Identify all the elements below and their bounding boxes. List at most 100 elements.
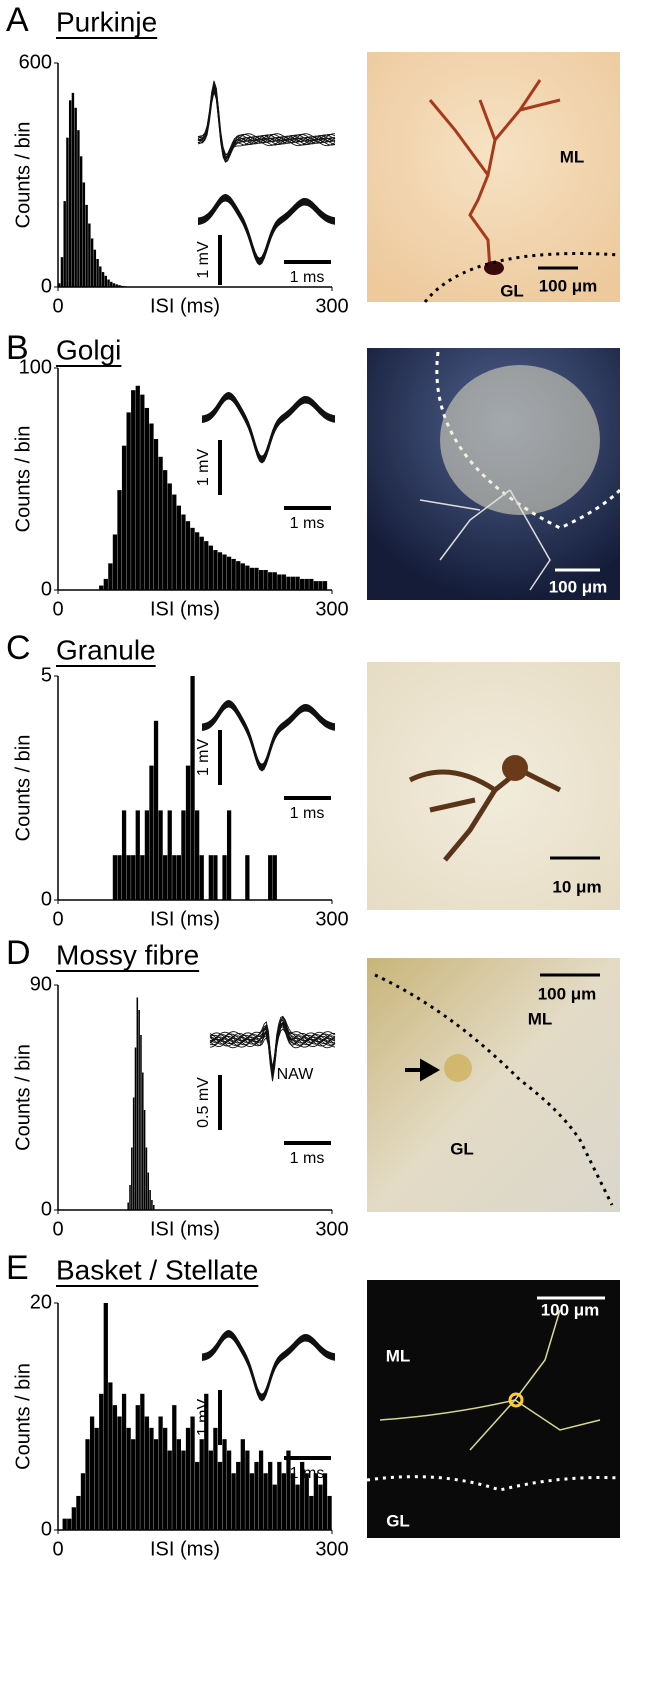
histogram-bar: [195, 1461, 200, 1530]
histogram-bar: [190, 676, 195, 900]
inset-label: 1 ms: [290, 269, 325, 286]
histogram-bar: [121, 445, 127, 590]
histogram-bar: [110, 281, 113, 287]
histogram-bar: [327, 1495, 332, 1530]
x-axis-label: ISI (ms): [150, 1538, 220, 1560]
histogram-bar: [286, 576, 291, 590]
histogram-bar: [295, 1484, 300, 1530]
histogram-bar: [204, 541, 209, 590]
histogram-bar: [272, 572, 277, 590]
histogram-bar: [104, 275, 108, 287]
histogram-bar: [208, 545, 213, 590]
histogram-bar: [112, 534, 118, 590]
histogram-bar: [107, 279, 110, 287]
image-label: 10 μm: [552, 877, 601, 896]
histogram-bar: [208, 1450, 213, 1530]
histogram-bar: [304, 1473, 309, 1530]
waveform: [201, 1334, 336, 1400]
panel: D Mossy fibre 0 90 0 300 ISI (ms) Counts / bin 0…: [6, 934, 620, 1240]
y-axis-label: Counts / bin: [12, 1044, 34, 1151]
histogram-bar: [268, 1461, 273, 1530]
terminal: [444, 1054, 472, 1082]
histogram-bar: [295, 576, 300, 590]
histogram-bar: [63, 201, 66, 287]
histogram-bar: [217, 552, 223, 590]
histogram-bar: [222, 554, 227, 590]
micrograph: [367, 958, 620, 1212]
histogram-bar: [181, 514, 186, 590]
histogram-bar: [236, 1461, 241, 1530]
histogram-bar: [94, 1427, 99, 1530]
panel: E Basket / Stellate 0 20 0 300 ISI (ms) Counts …: [6, 1249, 621, 1560]
waveform: [209, 1024, 336, 1072]
y-tick-label: 600: [19, 51, 52, 73]
panel-letter: A: [6, 1, 29, 39]
histogram-bar: [60, 257, 64, 287]
histogram-bar: [99, 266, 102, 287]
y-axis-label: Counts / bin: [12, 735, 34, 842]
image-label: 100 μm: [539, 276, 598, 295]
y-tick-label: 5: [41, 664, 52, 686]
histogram-bar: [290, 576, 296, 590]
histogram-bar: [158, 1416, 163, 1530]
histogram-bar: [231, 558, 236, 590]
histogram-bar: [322, 1473, 328, 1530]
histogram-bar: [101, 272, 105, 287]
histogram-bar: [140, 394, 145, 590]
image-label: GL: [500, 281, 524, 300]
inset-label: 1 mV: [195, 739, 212, 777]
histogram-bar: [117, 855, 122, 900]
histogram-bar: [226, 1450, 232, 1530]
waveform: [201, 706, 336, 772]
histogram-bar: [80, 1473, 86, 1530]
histogram-bar: [236, 561, 241, 590]
histogram-bar: [145, 1147, 148, 1210]
histogram-bar: [318, 581, 323, 590]
y-tick-label: 0: [41, 888, 52, 910]
histogram-bar: [103, 1303, 108, 1530]
histogram-bar: [144, 810, 150, 900]
histogram-bar: [138, 1010, 140, 1210]
histogram-bar: [121, 1393, 127, 1530]
x-axis-label: ISI (ms): [150, 908, 220, 930]
soma: [484, 261, 504, 275]
histogram-bar: [190, 527, 195, 590]
histogram-bar: [172, 855, 177, 900]
x-tick-label: 300: [315, 1538, 348, 1560]
histogram-bar: [240, 1439, 245, 1530]
histogram-bar: [153, 1439, 159, 1530]
histogram-bar: [153, 439, 159, 590]
image-label: GL: [450, 1139, 474, 1158]
neuron: [408, 767, 562, 862]
histogram-bar: [158, 810, 163, 900]
histogram-bar: [176, 1439, 181, 1530]
x-tick-label: 300: [315, 908, 348, 930]
waveform: [209, 1022, 336, 1078]
histogram-bar: [199, 1439, 204, 1530]
histogram-bar: [140, 1393, 145, 1530]
histogram-bar: [231, 1473, 236, 1530]
histogram-bar: [144, 1416, 150, 1530]
histogram-bar: [286, 1450, 291, 1530]
histogram-bar: [245, 855, 250, 900]
histogram-bar: [181, 1450, 186, 1530]
waveform: [197, 200, 336, 266]
histogram-bar: [313, 1473, 318, 1530]
histogram-bar: [185, 765, 191, 900]
layer-border: [423, 252, 621, 303]
histogram-bar: [58, 283, 61, 287]
histogram-bar: [96, 259, 99, 287]
panel-title: Golgi: [56, 334, 121, 365]
histogram-bar: [140, 855, 145, 900]
image-label: GL: [386, 1511, 410, 1530]
histogram-bar: [309, 1495, 314, 1530]
histogram-bar: [300, 1461, 305, 1530]
image-label: 100 μm: [549, 577, 608, 596]
panel-title: Mossy fibre: [56, 939, 199, 970]
waveform: [197, 88, 336, 163]
inset-label: 1 mV: [195, 1399, 212, 1437]
histogram-bar: [277, 574, 282, 590]
histogram-bar: [163, 855, 168, 900]
histogram-bar: [129, 1185, 131, 1210]
y-tick-label: 0: [41, 1518, 52, 1540]
